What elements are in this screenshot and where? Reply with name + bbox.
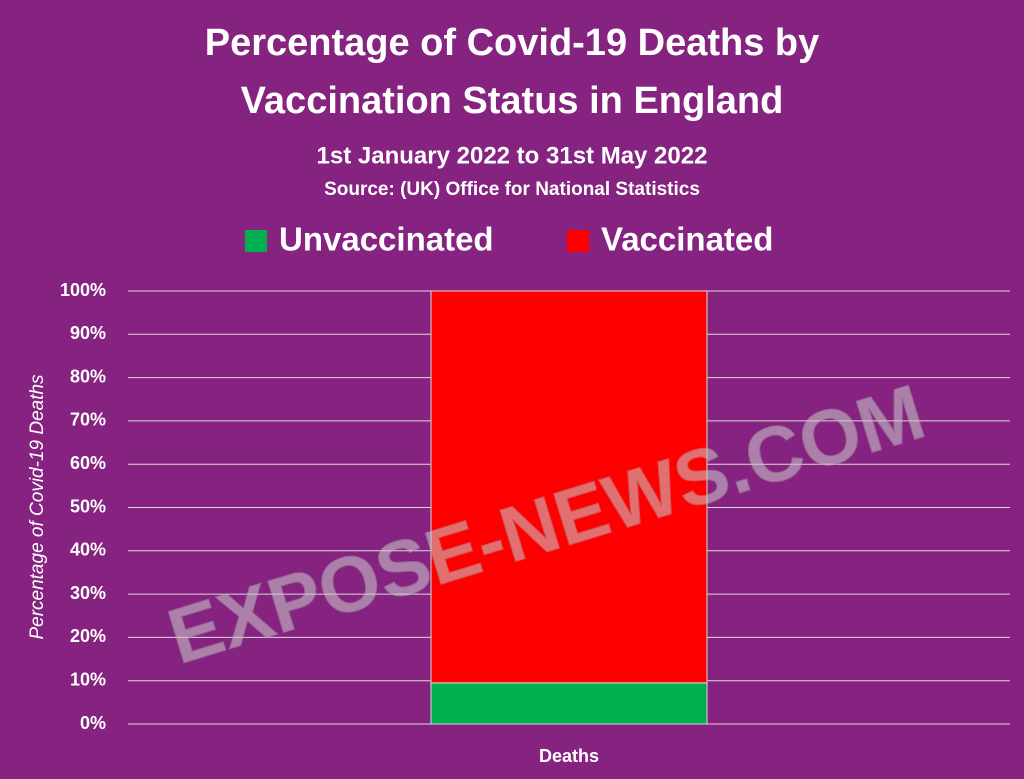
x-tick-label: Deaths — [539, 746, 599, 766]
y-tick-label: 80% — [70, 366, 106, 386]
y-tick-label: 60% — [70, 453, 106, 473]
chart-subtitle: 1st January 2022 to 31st May 2022 — [317, 142, 708, 169]
y-tick-label: 30% — [70, 583, 106, 603]
y-tick-label: 90% — [70, 323, 106, 343]
y-tick-label: 50% — [70, 496, 106, 516]
y-tick-label: 20% — [70, 626, 106, 646]
y-axis-label: Percentage of Covid-19 Deaths — [27, 374, 48, 640]
bar-segment — [430, 290, 708, 684]
legend-swatch — [567, 230, 589, 252]
legend-label: Unvaccinated — [279, 221, 494, 258]
y-tick-label: 100% — [60, 280, 106, 300]
chart-title-line-1: Percentage of Covid-19 Deaths by — [205, 22, 820, 64]
chart-title-line-2: Vaccination Status in England — [241, 80, 784, 122]
y-tick-label: 40% — [70, 540, 106, 560]
y-tick-label: 0% — [80, 713, 106, 733]
y-tick-label: 70% — [70, 410, 106, 430]
bar-segment — [430, 682, 708, 725]
y-tick-label: 10% — [70, 669, 106, 689]
legend-swatch — [245, 230, 267, 252]
chart-source: Source: (UK) Office for National Statist… — [324, 179, 700, 200]
legend-label: Vaccinated — [601, 221, 773, 258]
